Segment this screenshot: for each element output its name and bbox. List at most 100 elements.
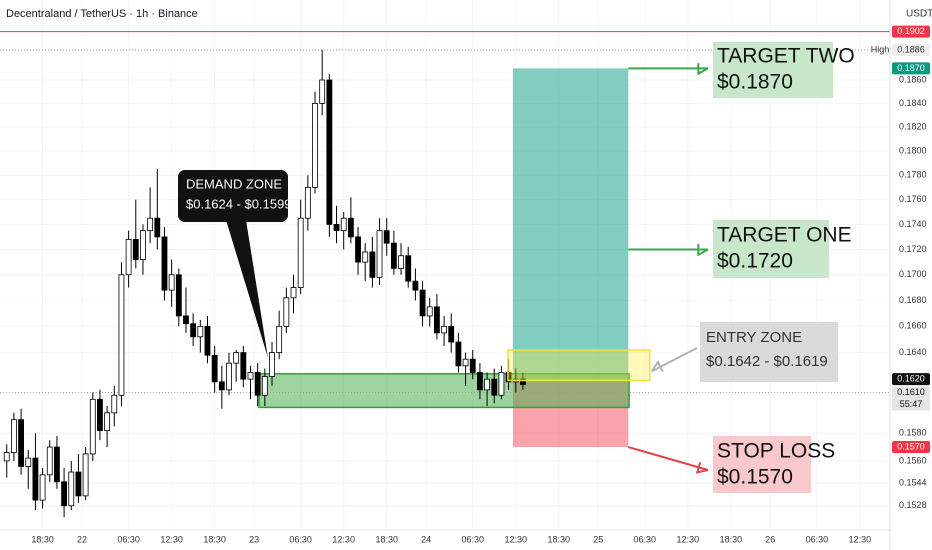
x-tick-label: 12:30 [332,534,355,544]
callout-range: $0.1642 - $0.1619 [706,353,828,370]
y-tick-label: 0.1544 [899,478,927,488]
candle-body [369,251,376,278]
y-tick-label: 0.1528 [899,500,927,510]
candle-body [233,352,240,364]
candle-body [161,236,168,291]
candle-body [197,325,204,338]
candle-body [10,419,17,453]
candle-body [269,352,275,377]
candle-body [218,381,225,391]
y-tick-label: 0.1580 [899,428,927,438]
target-two-arrow-head [697,63,709,76]
y-tick-label: 0.1860 [899,74,927,84]
y-tick-label: 0.1800 [899,145,927,155]
candle-body [297,217,304,288]
countdown: 55:47 [900,399,923,409]
candle-body [276,325,283,353]
x-tick-label: 12:30 [504,534,527,544]
price-badge-label: 0.1620 [897,374,925,384]
candle-body [477,372,483,391]
callout-title: STOP LOSS [717,440,835,463]
candle-body [75,471,82,497]
target-one-callout: TARGET ONE $0.1720 [713,220,852,278]
x-tick-label: 06:30 [117,534,140,544]
x-tick-label: 24 [421,534,431,544]
candle-body [448,325,455,343]
candle-body [226,362,232,391]
x-tick-label: 25 [593,534,603,544]
callout-title: TARGET TWO [717,45,855,68]
x-tick-label: 06:30 [289,534,312,544]
candle-body [204,325,211,356]
target-area [512,68,629,380]
candle-body [412,280,419,291]
y-tick-label: 0.1640 [899,347,927,357]
callout-price: $0.1870 [717,71,793,94]
candle-body [326,79,333,225]
candle-body [46,446,53,476]
candle-body [125,239,132,276]
price-badge-label: 0.1902 [897,26,925,36]
candle-body [82,453,89,497]
x-tick-label: 18:30 [548,534,571,544]
x-tick-label: 18:30 [720,534,743,544]
candle-body [347,217,354,238]
candle-body [254,372,261,396]
y-tick-label: 0.1720 [899,244,927,254]
candle-body [104,412,111,431]
price-badge-label: 0.1610 [897,387,925,397]
candle-body [390,242,397,269]
candle-body [362,251,369,263]
candle-body [18,419,24,467]
callout-price: $0.1720 [717,250,793,273]
callout-price: $0.1570 [717,466,793,489]
candle-body [140,230,146,260]
x-tick-label: 06:30 [634,534,657,544]
callout-title: DEMAND ZONE [186,176,282,191]
price-badge [892,43,930,56]
target-two-callout: TARGET TWO $0.1870 [713,42,855,98]
candle-body [469,358,476,373]
plot [0,31,890,518]
candle-body [484,378,490,391]
candle-body [426,306,433,317]
callout-title: ENTRY ZONE [706,329,802,346]
candle-body [89,398,96,455]
candle-body [455,341,462,367]
callout-pointer [226,220,268,358]
candle-body [97,398,103,431]
y-tick-label: 0.1820 [899,121,927,131]
y-tick-label: 0.1700 [899,269,927,279]
candle-body [304,187,311,219]
callout-box [713,220,829,278]
axes: 0.1860 0.1840 0.1820 0.1800 0.1780 0.1760 0.17… [31,25,930,544]
x-tick-label: 22 [77,534,87,544]
x-tick-label: 18:30 [375,534,398,544]
candle-body [168,274,175,291]
candle-body [190,323,197,338]
candle-body [355,236,361,263]
candle-body [261,376,268,396]
price-badge [892,373,930,386]
chart-title: Decentraland / TetherUS · 1h · Binance [6,8,198,20]
callout-box [178,170,288,222]
candle-body [383,230,390,244]
x-tick-label: 12:30 [849,534,872,544]
candle-body [491,378,498,396]
currency: USDT [906,9,932,20]
candle-body [376,230,383,278]
callout-title: TARGET ONE [717,224,852,247]
candle-body [312,103,318,188]
y-tick-label: 0.1760 [899,194,927,204]
candle-body [462,358,469,367]
entry-arrow-head [650,360,664,372]
price-badge [892,25,930,38]
x-tick-label: 18:30 [203,534,226,544]
entry-arrow [651,347,698,373]
countdown-badge [892,398,930,411]
candle-body [183,315,189,325]
candle-body [340,217,347,232]
callout-box [713,436,811,493]
candle-body [154,217,161,238]
candle-body [405,255,412,282]
